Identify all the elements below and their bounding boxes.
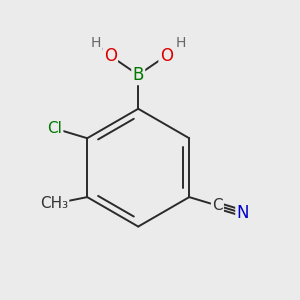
Text: O: O — [104, 47, 117, 65]
Text: H: H — [175, 36, 185, 50]
Text: C: C — [212, 198, 223, 213]
Text: B: B — [133, 66, 144, 84]
Text: O: O — [160, 47, 173, 65]
Text: Cl: Cl — [47, 121, 62, 136]
Text: H: H — [91, 36, 101, 50]
Text: CH₃: CH₃ — [40, 196, 68, 211]
Text: N: N — [237, 204, 249, 222]
